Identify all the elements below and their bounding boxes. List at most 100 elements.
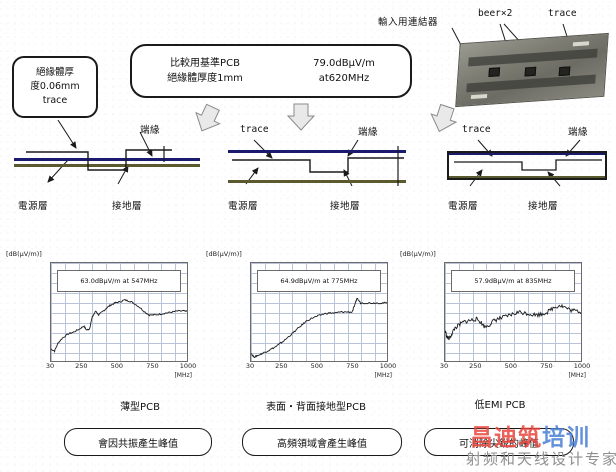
xsec1-edge-label: 端緣 — [140, 125, 161, 136]
xsec1-power-label: 電源層 — [18, 201, 49, 212]
chart-low-emi-pcb: [dB(μV/m)] 010203040506070809010057.9dBμV… — [400, 250, 590, 379]
chart-gridline-v — [306, 263, 308, 361]
reference-level: 79.0dBμV/m — [313, 58, 375, 69]
chart-gridline-v — [486, 263, 488, 361]
chart-gridline-v — [120, 263, 121, 361]
chart-gridline-h — [445, 303, 581, 304]
chart-gridline-h — [251, 303, 387, 304]
chart-gridline-h — [251, 313, 387, 314]
chart-gridline-h — [51, 263, 187, 264]
chart-gridline-v — [458, 263, 460, 361]
chart-gridline-v — [161, 263, 163, 361]
chart-x-tick: 750 — [146, 362, 159, 370]
photo-trace-label: trace — [548, 8, 577, 19]
chart-gridline-v — [64, 263, 66, 361]
chart-gridline-h — [251, 323, 387, 324]
caption-low-emi-pcb: 低EMI PCB — [474, 400, 526, 411]
chart-x-unit: [MHz] — [174, 372, 192, 379]
chart-x-tick: 750 — [540, 362, 553, 370]
chart-gridline-v — [445, 263, 446, 361]
chart-x-tick: 500 — [110, 362, 124, 370]
chart-gridline-v — [514, 263, 515, 361]
chart-x-tick: 1000 — [179, 362, 197, 370]
chart-gridline-v — [106, 263, 108, 361]
chart-series-path — [251, 297, 387, 359]
watermark-logo: 昌迪筑培训 — [470, 418, 590, 452]
chart-x-tick: 500 — [504, 362, 518, 370]
insulation-line-1: 絕緣體厚 — [35, 67, 74, 78]
watermark-logo-part1: 昌迪筑 — [470, 425, 542, 451]
reference-thickness: 絕緣體厚度1mm — [167, 73, 243, 84]
conclusion-surface-back-ground-pcb: 高頻領域會產生峰值 — [242, 428, 402, 456]
chart-x-tick: 500 — [310, 362, 324, 370]
chart-x-tick: 750 — [346, 362, 359, 370]
photo-chip-3 — [558, 66, 571, 77]
connector-label: 輸入用連結器 — [378, 17, 439, 28]
conclusion-low-emi-pcb: 可消除尖銳的峰值 — [424, 428, 574, 456]
chart-gridline-v — [472, 263, 474, 361]
chart-x-tick: 1000 — [573, 362, 591, 370]
chart-gridline-v — [500, 263, 502, 361]
caption-surface-back-ground-pcb: 表面・背面接地型PCB — [266, 402, 366, 413]
chart-gridline-h — [445, 263, 581, 264]
chart-gridline-h — [51, 303, 187, 304]
chart-y-unit: [dB(μV/m)] — [400, 250, 436, 258]
cross-section-low-emi-pcb — [447, 151, 607, 180]
xsec3-power-label: 電源層 — [448, 201, 479, 212]
cross-section-thin-pcb — [14, 146, 200, 171]
chart-gridline-h — [51, 313, 187, 314]
xsec3-ground-label: 接地層 — [528, 201, 559, 212]
chart-series-path — [51, 299, 187, 353]
chart-gridline-v — [527, 263, 529, 361]
xsec2-ground-label: 接地層 — [330, 201, 361, 212]
chart-gridline-v — [569, 263, 571, 361]
chart-peak-annotation: 64.9dBμV/m at 775MHz — [257, 270, 381, 292]
chart-x-tick: 1000 — [379, 362, 397, 370]
chart-gridline-h — [445, 323, 581, 324]
chart-gridline-v — [264, 263, 266, 361]
chart-surface-back-ground-pcb: [dB(μV/m)] 010203040506070809010064.9dBμV… — [206, 250, 396, 379]
xsec2-trace-label: trace — [240, 124, 269, 135]
chart-gridline-h — [51, 333, 187, 334]
insulation-line-2: 度0.06mm — [30, 81, 80, 92]
chart-plot-area: 010203040506070809010057.9dBμV/m at 835M… — [444, 262, 582, 362]
chart-gridline-h — [445, 343, 581, 344]
chart-gridline-h — [251, 343, 387, 344]
chart-gridline-v — [147, 263, 149, 361]
chart-x-tick: 250 — [469, 362, 482, 370]
reference-left-column: 比較用基準PCB 絕緣體厚度1mm — [167, 56, 243, 86]
chart-gridline-v — [92, 263, 94, 361]
caption-thin-pcb: 薄型PCB — [120, 402, 160, 413]
chart-x-tick: 30 — [45, 362, 55, 370]
chart-thin-pcb: [dB(μV/m)] 010203040506070809010063.0dBμV… — [6, 250, 196, 379]
chart-x-tick: 250 — [275, 362, 288, 370]
xsec2-edge-label: 端緣 — [358, 127, 379, 138]
photo-trace-strip-2 — [466, 74, 597, 93]
chart-gridline-v — [78, 263, 80, 361]
insulation-thickness-callout: 絕緣體厚 度0.06mm trace — [12, 56, 98, 118]
chart-gridline-v — [555, 263, 557, 361]
chart-x-unit: [MHz] — [374, 372, 392, 379]
chart-gridline-v — [375, 263, 377, 361]
chart-x-tick: 250 — [75, 362, 88, 370]
chart-gridline-v — [320, 263, 321, 361]
chart-plot-area: 010203040506070809010063.0dBμV/m at 547M… — [50, 262, 188, 362]
chart-x-tick: 30 — [245, 362, 255, 370]
chart-gridline-h — [445, 333, 581, 334]
chart-gridline-v — [133, 263, 135, 361]
photo-trace-strip-1 — [467, 48, 598, 67]
pcb-photo — [455, 32, 609, 108]
chart-gridline-v — [51, 263, 52, 361]
chart-gridline-v — [333, 263, 335, 361]
chart-gridline-v — [251, 263, 252, 361]
chart-gridline-v — [361, 263, 363, 361]
chart-y-unit: [dB(μV/m)] — [206, 250, 242, 258]
chart-plot-area: 010203040506070809010064.9dBμV/m at 775M… — [250, 262, 388, 362]
chart-gridline-h — [251, 353, 387, 354]
watermark-logo-part2: 培训 — [542, 425, 590, 451]
xsec2-power-label: 電源層 — [228, 201, 259, 212]
chart-gridline-v — [541, 263, 543, 361]
photo-pad-2 — [470, 93, 488, 100]
chart-gridline-h — [51, 353, 187, 354]
xsec3-trace-label: trace — [462, 124, 491, 135]
